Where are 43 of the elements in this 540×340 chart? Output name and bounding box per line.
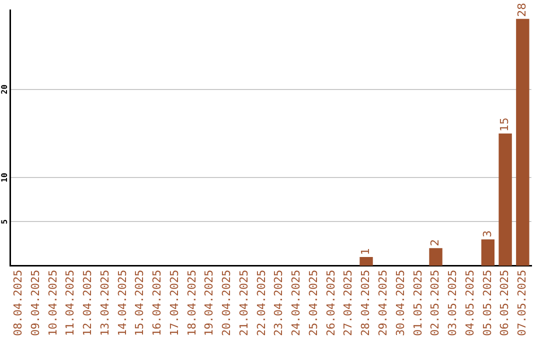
x-tick-label: 06.05.2025	[498, 270, 512, 336]
x-tick-label: 30.04.2025	[394, 270, 407, 336]
x-tick-label: 19.04.2025	[202, 270, 216, 336]
x-tick-label: 04.05.2025	[463, 270, 476, 336]
y-tick-label: 20	[0, 84, 10, 94]
x-tick-label: 14.04.2025	[116, 270, 129, 336]
x-tick-label: 11.04.2025	[64, 270, 77, 336]
x-tick-label: 03.05.2025	[446, 270, 460, 336]
x-tick-label: 28.04.2025	[359, 270, 372, 336]
x-tick-label: 16.04.2025	[150, 270, 164, 336]
x-tick-label: 02.05.2025	[428, 270, 442, 336]
bar	[516, 18, 530, 266]
x-tick-label: 22.04.2025	[254, 270, 268, 336]
data-label: 1	[359, 248, 372, 255]
x-tick-label: 15.04.2025	[133, 270, 146, 336]
data-label: 3	[480, 230, 494, 238]
x-tick-label: 05.05.2025	[480, 270, 494, 336]
bar	[481, 239, 495, 266]
x-tick-label: 10.04.2025	[46, 270, 60, 336]
data-label: 15	[498, 117, 512, 132]
x-tick-label: 24.04.2025	[290, 270, 303, 336]
x-tick-label: 01.05.2025	[411, 270, 424, 336]
x-tick-label: 13.04.2025	[98, 270, 112, 336]
data-label: 28	[516, 2, 529, 17]
x-tick-label: 25.04.2025	[306, 270, 320, 336]
x-tick-label: 29.04.2025	[376, 270, 390, 336]
x-tick-label: 27.04.2025	[342, 270, 355, 336]
bar	[360, 256, 373, 266]
y-tick-label: 10	[0, 172, 10, 182]
bar	[429, 248, 442, 266]
x-tick-label: 12.04.2025	[81, 270, 94, 336]
x-tick-label: 20.04.2025	[220, 270, 234, 336]
bar	[498, 133, 512, 266]
x-tick-label: 21.04.2025	[237, 270, 250, 336]
x-tick-label: 18.04.2025	[185, 270, 198, 336]
x-tick-label: 23.04.2025	[272, 270, 286, 336]
x-tick-label: 09.04.2025	[28, 270, 42, 336]
x-tick-label: 07.05.2025	[516, 270, 529, 336]
x-tick-label: 17.04.2025	[168, 270, 181, 336]
x-tick-label: 08.04.2025	[12, 270, 25, 336]
x-tick-label: 26.04.2025	[324, 270, 338, 336]
y-tick-label: 5	[0, 219, 10, 224]
data-label: 2	[428, 239, 442, 246]
